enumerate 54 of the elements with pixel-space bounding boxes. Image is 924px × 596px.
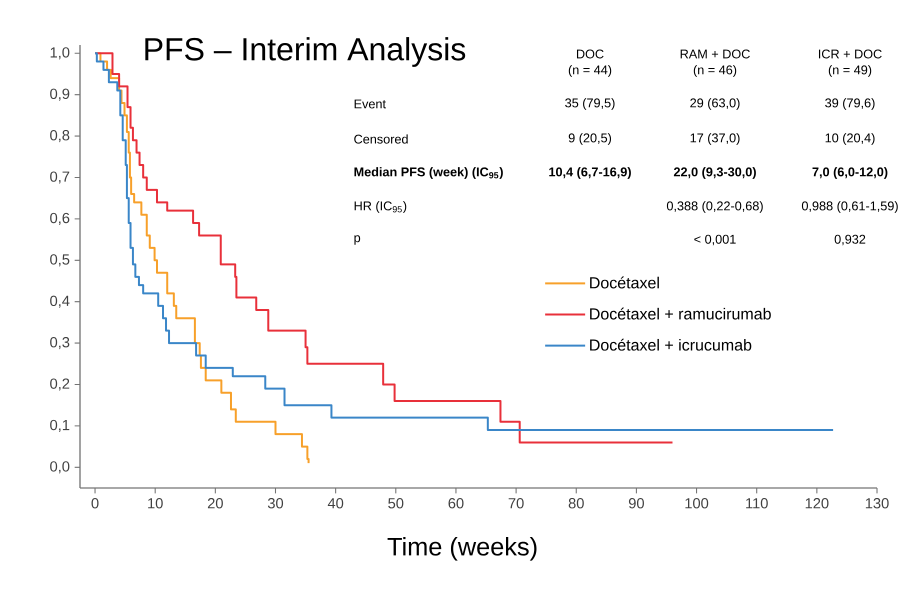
x-tick-label: 90 xyxy=(628,498,644,508)
y-tick-label: 0,6 xyxy=(50,212,70,225)
legend-label: Docétaxel xyxy=(590,276,659,288)
y-tick-label: 0,3 xyxy=(50,337,70,350)
x-axis-title: Time (weeks) xyxy=(388,537,536,561)
annotation: 29 (63,0) xyxy=(690,98,740,110)
annotation: (n = 49) xyxy=(828,65,872,77)
x-tick-label: 50 xyxy=(388,498,404,508)
y-tick-label: 0,2 xyxy=(50,378,70,391)
annotation: DOC xyxy=(576,50,604,58)
x-tick-label: 20 xyxy=(208,498,223,508)
annotation: HR (IC$_{95}$) xyxy=(354,201,406,213)
chart-title: PFS – Interim Analysis xyxy=(145,37,466,67)
x-tick-label: 60 xyxy=(448,498,464,508)
annotation: (n = 46) xyxy=(694,65,736,77)
annotation: Censored xyxy=(354,134,408,144)
annotation: 39 (79,6) xyxy=(825,98,875,110)
annotation: 0,388 (0,22-0,68) xyxy=(666,201,763,213)
x-tick-label: 10 xyxy=(148,498,163,508)
annotation: Event xyxy=(354,100,386,108)
annotation: < 0,001 xyxy=(694,234,736,246)
x-tick-label: 30 xyxy=(268,498,284,508)
legend-label: Docétaxel + ramucirumab xyxy=(590,308,771,320)
annotation: p xyxy=(354,235,360,245)
legend-label: Docétaxel + icrucumab xyxy=(590,338,752,351)
x-tick-label: 40 xyxy=(328,498,344,508)
annotation: ICR + DOC xyxy=(818,50,882,58)
annotation: 22,0 (9,3-30,0) xyxy=(674,167,756,179)
y-tick-label: 0,8 xyxy=(50,130,70,142)
y-tick-label: 0,4 xyxy=(50,296,70,308)
annotation: Median PFS (week) (IC$_{95}$) xyxy=(354,167,503,179)
annotation: 7,0 (6,0-12,0) xyxy=(812,167,888,179)
annotation: 10 (20,4) xyxy=(826,133,875,145)
x-tick-label: 120 xyxy=(806,498,829,508)
annotation: 10,4 (6,7-16,9) xyxy=(549,167,631,179)
y-tick-label: 0,9 xyxy=(50,88,70,101)
annotation: 0,988 (0,61-1,59) xyxy=(802,201,898,213)
annotation: 35 (79,5) xyxy=(565,98,615,110)
x-tick-label: 130 xyxy=(866,498,889,508)
x-tick-label: 110 xyxy=(746,498,768,508)
x-tick-label: 70 xyxy=(508,498,524,508)
x-tick-label: 0 xyxy=(92,498,99,508)
annotation: 0,932 xyxy=(834,234,866,246)
y-tick-label: 0,0 xyxy=(50,461,70,474)
annotation: 17 (37,0) xyxy=(690,133,740,145)
x-tick-label: 100 xyxy=(685,498,708,508)
y-tick-label: 0,7 xyxy=(50,171,70,184)
y-tick-label: 0,1 xyxy=(50,420,70,432)
y-tick-label: 0,5 xyxy=(50,254,70,266)
annotation: (n = 44) xyxy=(568,65,612,77)
x-tick-label: 80 xyxy=(568,498,584,508)
y-tick-label: 1,0 xyxy=(50,47,70,60)
annotation: RAM + DOC xyxy=(680,50,750,58)
annotation: 9 (20,5) xyxy=(568,133,612,145)
